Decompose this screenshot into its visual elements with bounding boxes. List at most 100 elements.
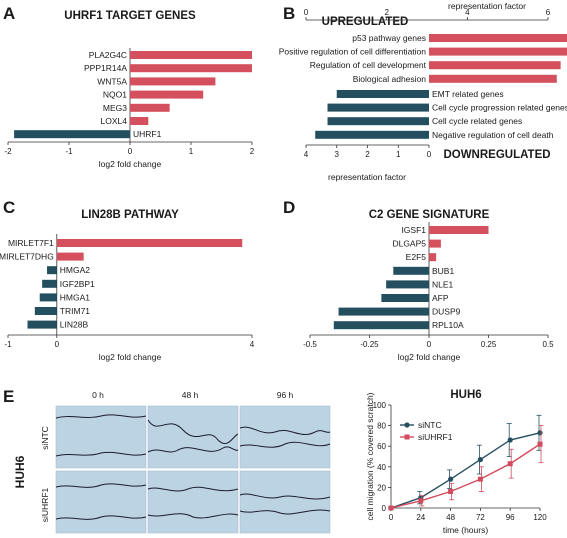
label-bub1: BUB1 — [432, 266, 454, 276]
label-mirlet7f1: MIRLET7F1 — [8, 238, 54, 248]
micrograph-0-2 — [239, 405, 331, 469]
chart-d: IGSF1 DLGAP5 E2F5 BUB1 NLE1 AFP DUSP9 RPL10A -0.… — [303, 222, 554, 362]
series-line-siuhrf1 — [390, 443, 541, 509]
bar-meg3 — [130, 103, 170, 112]
gE-xtick-label-0: 0 — [389, 513, 394, 522]
bar-trim71 — [34, 307, 57, 315]
time-label-0h: 0 h — [92, 390, 104, 400]
gA-tick-label-2: -2 — [4, 147, 12, 156]
panel-label-a: A — [3, 4, 15, 23]
scratch-assay-micrographs: 0 h 48 h 96 h siNTC siUHRF1 HUH6 — [13, 390, 331, 534]
gB-bottom-tick-label-1: 1 — [396, 150, 401, 159]
gE-ytick-label-0: 0 — [382, 504, 387, 513]
point-siuhrf1-72 — [477, 476, 483, 482]
label-hmga2: HMGA2 — [60, 265, 91, 275]
micrograph-1-0 — [55, 470, 147, 534]
bar-up-p53-pathway-genes — [429, 34, 567, 42]
chart-b-top-axis-label: representation factor — [448, 1, 526, 11]
bar-lin28b — [27, 320, 57, 329]
cell-line-label: HUH6 — [13, 455, 27, 488]
label-uhrf1: UHRF1 — [133, 129, 162, 139]
gB-top-tick-label-4: 4 — [465, 8, 470, 17]
bar-down-cell-cycle-related-genes — [327, 117, 429, 126]
gD-x-label: log2 fold change — [398, 352, 461, 362]
gE-y-label: cell migration (% covered scratch) — [365, 392, 375, 520]
bar-hmga1 — [39, 293, 57, 302]
scratch-edge-0-1-0 — [147, 419, 239, 445]
row-label-siuhrf1: siUHRF1 — [40, 487, 50, 522]
scratch-edge-1-2-0 — [239, 493, 331, 500]
bar-pla2g4c — [130, 51, 252, 59]
bar-uhrf1 — [14, 130, 131, 139]
point-siuhrf1-24 — [418, 498, 424, 504]
gA-tick-label-2: 2 — [250, 147, 255, 156]
label-igsf1: IGSF1 — [401, 225, 426, 235]
gE-xtick-label-48: 48 — [446, 513, 455, 522]
chart-b-title-up: UPREGULATED — [322, 16, 409, 28]
gA-x-label: log2 fold change — [99, 159, 162, 169]
label-down-emt-related-genes: EMT related genes — [432, 89, 504, 99]
point-siuhrf1-0 — [388, 505, 394, 511]
gC-tick-label-4: 4 — [250, 340, 255, 349]
bar-up-biological-adhesion — [429, 74, 557, 83]
gD-tick-label-0-5: 0.5 — [542, 340, 554, 349]
point-sintc-120 — [537, 430, 543, 436]
label-down-negative-regulation-of-cell-death: Negative regulation of cell death — [432, 130, 554, 140]
gD-tick-label-0-5: -0.5 — [303, 340, 317, 349]
gA-tick-label-1: -1 — [65, 147, 73, 156]
label-up-p53-pathway-genes: p53 pathway genes — [352, 33, 426, 43]
legend-label-sintc: siNTC — [418, 420, 442, 430]
panel-label-e: E — [3, 387, 14, 406]
point-sintc-72 — [477, 456, 483, 463]
chart-d-title: C2 GENE SIGNATURE — [369, 209, 490, 221]
chart-c: MIRLET7F1 MIRLET7DHG HMGA2 IGF2BP1 HMGA1 TRIM… — [0, 234, 255, 362]
label-dlgap5: DLGAP5 — [392, 239, 426, 249]
point-sintc-48 — [448, 476, 454, 482]
gD-tick-label-0: 0 — [427, 340, 432, 349]
micrograph-1-2 — [239, 470, 331, 534]
label-nle1: NLE1 — [432, 279, 454, 289]
legend-marker-siuhrf1 — [404, 434, 410, 440]
bar-down-cell-cycle-progression-related-genes — [327, 103, 429, 112]
scratch-edge-0-0-1 — [55, 451, 147, 457]
label-pla2g4c: PLA2G4C — [89, 50, 127, 60]
legend-marker-sintc — [404, 422, 410, 428]
label-up-biological-adhesion: Biological adhesion — [353, 74, 427, 84]
chart-a: PLA2G4C PPP1R14A WNT5A NQO1 MEG3 LOXL4 UHRF1 -2… — [4, 48, 255, 169]
scratch-edge-1-1-1 — [147, 513, 239, 519]
bar-rpl10a — [333, 321, 429, 330]
gC-tick-label-0: 0 — [55, 340, 60, 349]
gE-ytick-label-40: 40 — [377, 463, 386, 472]
label-rpl10a: RPL10A — [432, 320, 464, 330]
chart-b-title-down: DOWNREGULATED — [443, 149, 550, 161]
label-mirlet7dhg: MIRLET7DHG — [0, 252, 54, 262]
label-nqo1: NQO1 — [103, 90, 127, 100]
bar-down-negative-regulation-of-cell-death — [315, 130, 429, 139]
gB-bottom-tick-label-2: 2 — [365, 150, 370, 159]
panel-label-b: B — [283, 4, 295, 23]
gE-xtick-label-96: 96 — [506, 513, 515, 522]
point-siuhrf1-96 — [507, 461, 513, 467]
scratch-edge-1-0-0 — [55, 483, 147, 488]
bar-dlgap5 — [429, 239, 441, 248]
gE-xtick-label-72: 72 — [476, 513, 485, 522]
gE-ytick-label-80: 80 — [377, 422, 386, 431]
label-afp: AFP — [432, 293, 449, 303]
panel-label-d: D — [283, 198, 295, 217]
bar-e2f5 — [429, 253, 437, 262]
time-label-48h: 48 h — [182, 390, 199, 400]
gE-xtick-label-120: 120 — [533, 513, 547, 522]
chart-a-title: UHRF1 TARGET GENES — [64, 10, 196, 22]
label-trim71: TRIM71 — [60, 306, 91, 316]
panel-label-c: C — [3, 198, 15, 217]
bar-mirlet7dhg — [56, 252, 84, 261]
gE-xtick-label-24: 24 — [416, 513, 425, 522]
gD-tick-label-0-25: 0.25 — [481, 340, 497, 349]
gE-x-label: time (hours) — [443, 525, 489, 535]
gB-bottom-tick-label-4: 4 — [304, 150, 309, 159]
bar-wnt5a — [130, 77, 216, 86]
chart-e: 0 20 40 60 80 100 0 24 48 72 96 120 time (hours) cell… — [365, 392, 547, 535]
scratch-edge-1-0-1 — [55, 515, 147, 520]
bar-igf2bp1 — [42, 279, 57, 288]
gE-ytick-label-20: 20 — [377, 483, 386, 492]
